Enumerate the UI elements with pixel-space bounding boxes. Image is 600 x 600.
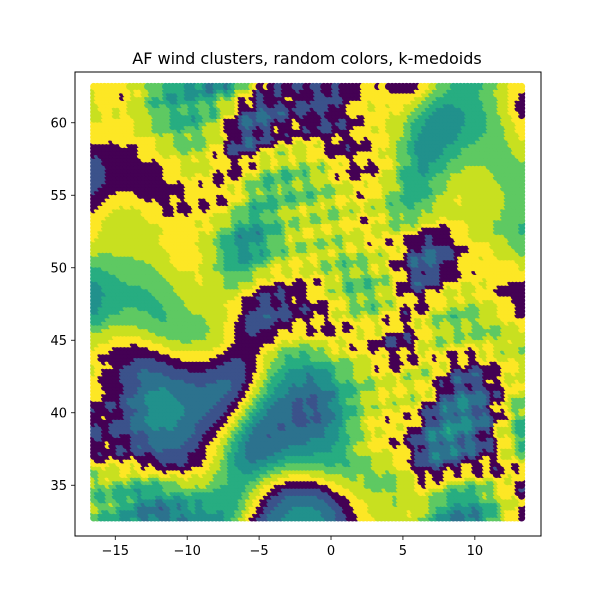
scatter-markers (90, 82, 526, 522)
chart-title: AF wind clusters, random colors, k-medoi… (132, 49, 481, 68)
plot-area (74, 71, 542, 537)
